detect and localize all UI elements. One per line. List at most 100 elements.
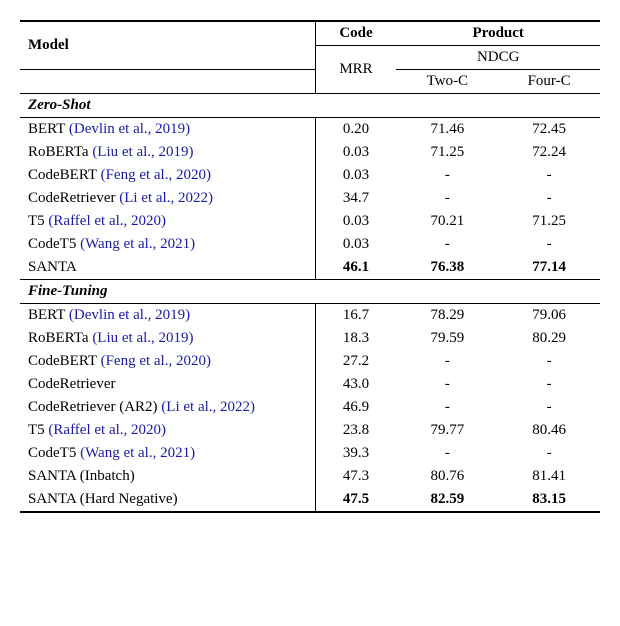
model-name: SANTA (28, 259, 77, 275)
model-name: BERT (28, 307, 69, 323)
cell-twoc: - (396, 233, 498, 256)
cell-model: CodeRetriever (20, 373, 315, 396)
cell-twoc: 71.46 (396, 118, 498, 142)
cell-mrr: 46.9 (315, 396, 396, 419)
citation: (Feng et al., 2020) (101, 167, 211, 183)
cell-fourc: 79.06 (498, 304, 600, 328)
cell-model: CodeT5 (Wang et al., 2021) (20, 442, 315, 465)
table-row: T5 (Raffel et al., 2020)23.879.7780.46 (20, 419, 600, 442)
model-name: CodeBERT (28, 167, 101, 183)
cell-mrr: 18.3 (315, 327, 396, 350)
cell-twoc: 70.21 (396, 210, 498, 233)
citation: (Li et al., 2022) (161, 399, 255, 415)
cell-model: T5 (Raffel et al., 2020) (20, 419, 315, 442)
cell-twoc: - (396, 442, 498, 465)
cell-fourc: - (498, 396, 600, 419)
citation: (Liu et al., 2019) (92, 144, 193, 160)
section-row: Zero-Shot (20, 94, 600, 118)
table-row: SANTA (Inbatch)47.380.7681.41 (20, 465, 600, 488)
table-row: CodeT5 (Wang et al., 2021)39.3-- (20, 442, 600, 465)
cell-mrr: 0.03 (315, 210, 396, 233)
cell-twoc: 71.25 (396, 141, 498, 164)
cell-model: CodeRetriever (Li et al., 2022) (20, 187, 315, 210)
model-name: BERT (28, 121, 69, 137)
table-row: SANTA (Hard Negative) 47.582.5983.15 (20, 488, 600, 512)
table-row: BERT (Devlin et al., 2019)16.778.2979.06 (20, 304, 600, 328)
cell-fourc: 81.41 (498, 465, 600, 488)
cell-fourc: 80.29 (498, 327, 600, 350)
table-row: CodeBERT (Feng et al., 2020)0.03-- (20, 164, 600, 187)
cell-mrr: 39.3 (315, 442, 396, 465)
cell-fourc: - (498, 187, 600, 210)
table-row: CodeBERT (Feng et al., 2020)27.2-- (20, 350, 600, 373)
cell-model: BERT (Devlin et al., 2019) (20, 118, 315, 142)
model-name: CodeT5 (28, 445, 80, 461)
citation: (Liu et al., 2019) (92, 330, 193, 346)
table-row: SANTA 46.176.3877.14 (20, 256, 600, 280)
cell-twoc: - (396, 187, 498, 210)
citation: (Raffel et al., 2020) (48, 422, 166, 438)
model-name: CodeBERT (28, 353, 101, 369)
table-body: Zero-ShotBERT (Devlin et al., 2019)0.207… (20, 94, 600, 513)
cell-model: CodeBERT (Feng et al., 2020) (20, 350, 315, 373)
cell-twoc: 76.38 (396, 256, 498, 280)
cell-fourc: - (498, 373, 600, 396)
cell-mrr: 0.20 (315, 118, 396, 142)
citation: (Wang et al., 2021) (80, 236, 195, 252)
model-name: T5 (28, 422, 48, 438)
cell-twoc: 82.59 (396, 488, 498, 512)
cell-model: SANTA (Inbatch) (20, 465, 315, 488)
cell-mrr: 0.03 (315, 233, 396, 256)
cell-model: CodeT5 (Wang et al., 2021) (20, 233, 315, 256)
col-twoc: Two-C (396, 70, 498, 94)
cell-mrr: 43.0 (315, 373, 396, 396)
table-row: RoBERTa (Liu et al., 2019) 18.379.5980.29 (20, 327, 600, 350)
col-product: Product (396, 21, 600, 46)
cell-mrr: 0.03 (315, 164, 396, 187)
cell-fourc: 72.24 (498, 141, 600, 164)
cell-model: CodeBERT (Feng et al., 2020) (20, 164, 315, 187)
model-name: RoBERTa (28, 330, 92, 346)
col-model: Model (20, 21, 315, 70)
section-label: Zero-Shot (20, 94, 600, 118)
cell-fourc: 72.45 (498, 118, 600, 142)
cell-fourc: - (498, 233, 600, 256)
col-mrr: MRR (315, 46, 396, 94)
cell-twoc: 79.59 (396, 327, 498, 350)
cell-fourc: 80.46 (498, 419, 600, 442)
section-row: Fine-Tuning (20, 280, 600, 304)
col-fourc: Four-C (498, 70, 600, 94)
cell-twoc: 80.76 (396, 465, 498, 488)
cell-fourc: 77.14 (498, 256, 600, 280)
cell-twoc: - (396, 396, 498, 419)
table-row: T5 (Raffel et al., 2020)0.0370.2171.25 (20, 210, 600, 233)
cell-mrr: 23.8 (315, 419, 396, 442)
citation: (Raffel et al., 2020) (48, 213, 166, 229)
section-label: Fine-Tuning (20, 280, 600, 304)
cell-twoc: - (396, 164, 498, 187)
model-name: RoBERTa (28, 144, 92, 160)
cell-model: SANTA (20, 256, 315, 280)
cell-fourc: - (498, 164, 600, 187)
cell-mrr: 46.1 (315, 256, 396, 280)
cell-model: T5 (Raffel et al., 2020) (20, 210, 315, 233)
cell-mrr: 47.5 (315, 488, 396, 512)
citation: (Devlin et al., 2019) (69, 121, 190, 137)
results-table: Model Code Product MRR NDCG Two-C Four-C… (20, 20, 600, 513)
cell-fourc: - (498, 442, 600, 465)
model-name: CodeRetriever (28, 376, 115, 392)
citation: (Li et al., 2022) (119, 190, 213, 206)
citation: (Wang et al., 2021) (80, 445, 195, 461)
citation: (Devlin et al., 2019) (69, 307, 190, 323)
table-row: CodeRetriever (AR2) (Li et al., 2022) 46.… (20, 396, 600, 419)
cell-mrr: 16.7 (315, 304, 396, 328)
table-row: RoBERTa (Liu et al., 2019)0.0371.2572.24 (20, 141, 600, 164)
col-ndcg: NDCG (396, 46, 600, 70)
cell-fourc: 83.15 (498, 488, 600, 512)
model-name: SANTA (Hard Negative) (28, 491, 178, 507)
model-name: CodeT5 (28, 236, 80, 252)
table-row: CodeRetriever (Li et al., 2022)34.7-- (20, 187, 600, 210)
cell-mrr: 27.2 (315, 350, 396, 373)
cell-mrr: 34.7 (315, 187, 396, 210)
model-name: CodeRetriever (AR2) (28, 399, 161, 415)
